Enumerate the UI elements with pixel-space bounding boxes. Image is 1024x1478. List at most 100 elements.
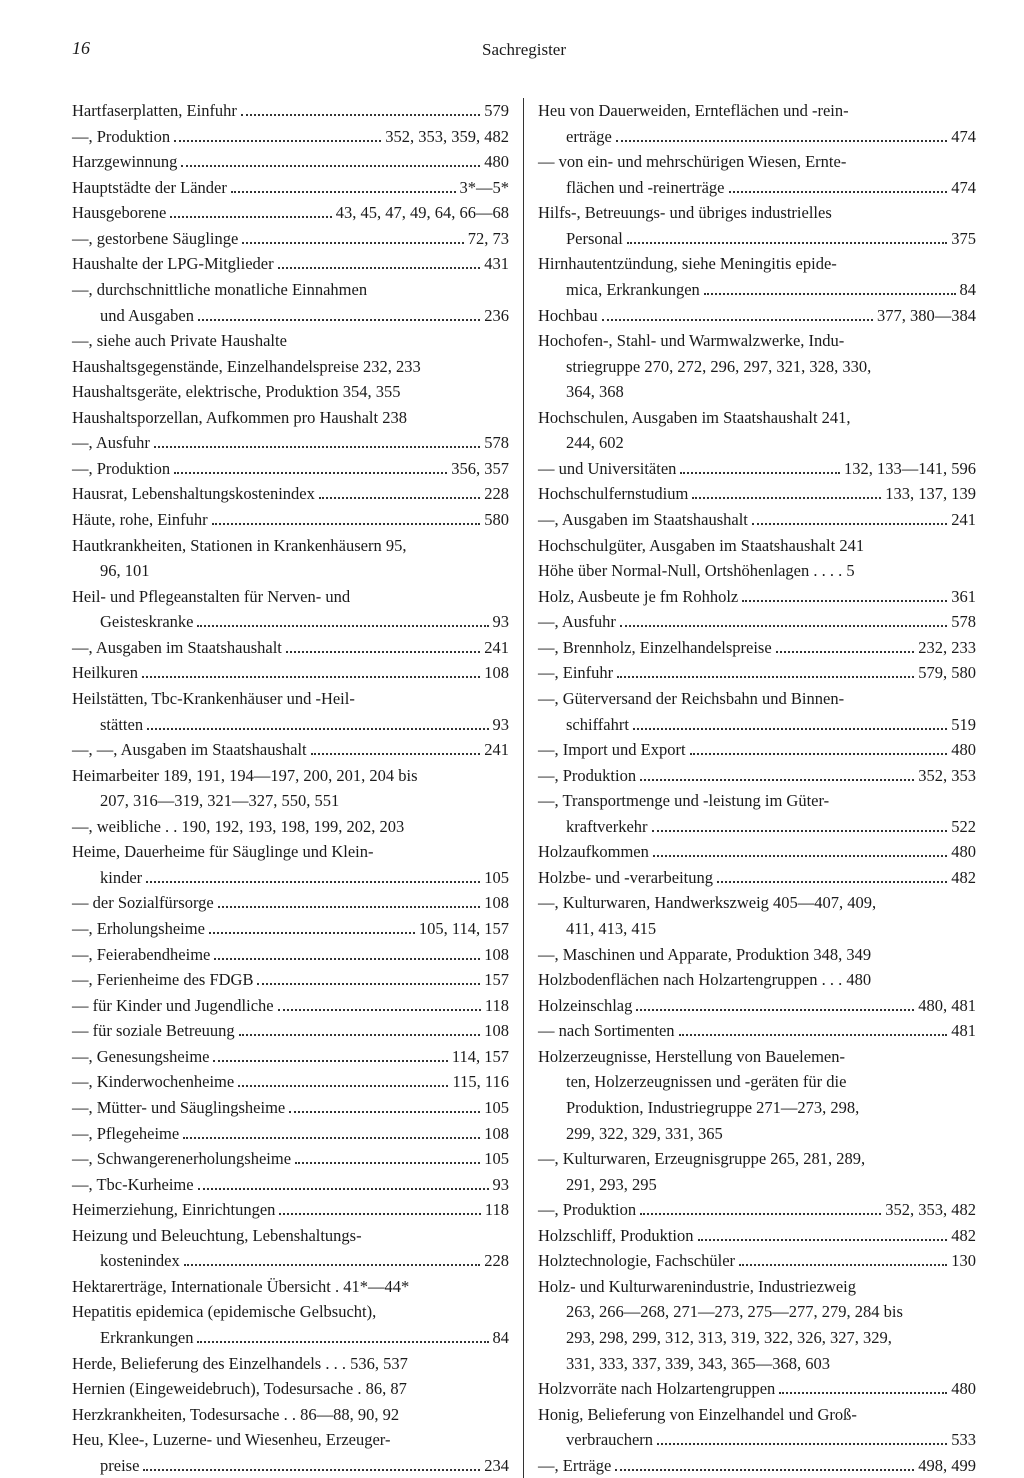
entry-text: — von ein- und mehrschürigen Wiesen, Ern… (538, 149, 846, 175)
leader-dots (640, 1202, 881, 1215)
entry-text: —, Kulturwaren, Erzeugnisgruppe 265, 281… (538, 1146, 865, 1172)
index-entry: Hilfs-, Betreuungs- und übriges industri… (538, 200, 976, 226)
entry-text: Heimerziehung, Einrichtungen (72, 1197, 275, 1223)
index-entry: —, Produktion352, 353, 482 (538, 1197, 976, 1223)
entry-text: Heimarbeiter 189, 191, 194—197, 200, 201… (72, 763, 418, 789)
entry-pages: 241 (951, 507, 976, 533)
leader-dots (739, 1253, 947, 1266)
index-entry: Hektarerträge, Internationale Übersicht … (72, 1274, 509, 1300)
entry-pages: 3*—5* (460, 175, 510, 201)
index-entry: Erkrankungen84 (72, 1325, 509, 1351)
leader-dots (154, 435, 480, 448)
entry-text: —, weibliche . . 190, 192, 193, 198, 199… (72, 814, 404, 840)
index-entry: —, Kulturwaren, Handwerkszweig 405—407, … (538, 890, 976, 916)
index-entry: und Ausgaben236 (72, 303, 509, 329)
leader-dots (652, 819, 948, 832)
entry-text: striegruppe 270, 272, 296, 297, 321, 328… (566, 354, 871, 380)
entry-pages: 108 (484, 660, 509, 686)
entry-pages: 234 (484, 1453, 509, 1478)
entry-text: —, Ausgaben im Staatshaushalt (72, 635, 282, 661)
index-entry: Hochschulgüter, Ausgaben im Staatshausha… (538, 533, 976, 559)
leader-dots (289, 1100, 480, 1113)
index-entry: —, Mütter- und Säuglingsheime105 (72, 1095, 509, 1121)
entry-text: —, Schwangerenerholungsheime (72, 1146, 291, 1172)
entry-text: — für soziale Betreuung (72, 1018, 235, 1044)
entry-text: —, Produktion (72, 124, 170, 150)
index-entry: —, Tbc-Kurheime93 (72, 1172, 509, 1198)
entry-text: —, Erträge (538, 1453, 611, 1478)
entry-text: —, Genesungsheime (72, 1044, 209, 1070)
index-entry: —, Produktion352, 353, 359, 482 (72, 124, 509, 150)
leader-dots (690, 742, 948, 755)
index-entry: —, durchschnittliche monatliche Einnahme… (72, 277, 509, 303)
index-entry: Hochofen-, Stahl- und Warmwalzwerke, Ind… (538, 328, 976, 354)
entry-pages: 375 (951, 226, 976, 252)
entry-text: 299, 322, 329, 331, 365 (566, 1121, 723, 1147)
index-entry: 411, 413, 415 (538, 916, 976, 942)
leader-dots (278, 256, 481, 269)
index-entry: Holzaufkommen480 (538, 839, 976, 865)
entry-text: Hochbau (538, 303, 598, 329)
entry-text: kraftverkehr (566, 814, 648, 840)
entry-text: Harzgewinnung (72, 149, 177, 175)
entry-text: Hilfs-, Betreuungs- und übriges industri… (538, 200, 832, 226)
entry-text: Hausgeborene (72, 200, 166, 226)
leader-dots (616, 128, 947, 141)
index-entry: kraftverkehr522 (538, 814, 976, 840)
leader-dots (197, 614, 488, 627)
leader-dots (242, 231, 463, 244)
entry-text: Holzaufkommen (538, 839, 649, 865)
index-entry: erträge474 (538, 124, 976, 150)
entry-text: —, Ferienheime des FDGB (72, 967, 253, 993)
leader-dots (198, 1176, 489, 1189)
entry-pages: 377, 380—384 (877, 303, 976, 329)
entry-text: Geisteskranke (100, 609, 193, 635)
entry-pages: 105 (484, 1095, 509, 1121)
entry-pages: 108 (484, 890, 509, 916)
entry-pages: 579 (484, 98, 509, 124)
entry-text: Haushaltsgeräte, elektrische, Produktion… (72, 379, 401, 405)
index-entry: 263, 266—268, 271—273, 275—277, 279, 284… (538, 1299, 976, 1325)
leader-dots (181, 154, 480, 167)
index-entry: Holz, Ausbeute je fm Rohholz361 (538, 584, 976, 610)
index-entry: 293, 298, 299, 312, 313, 319, 322, 326, … (538, 1325, 976, 1351)
leader-dots (209, 921, 415, 934)
index-entry: Honig, Belieferung von Einzelhandel und … (538, 1402, 976, 1428)
index-entry: Heilkuren108 (72, 660, 509, 686)
entry-text: Holzbodenflächen nach Holzartengruppen .… (538, 967, 871, 993)
leader-dots (657, 1432, 947, 1445)
index-entry: Heizung und Beleuchtung, Lebenshaltungs- (72, 1223, 509, 1249)
entry-pages: 482 (951, 1223, 976, 1249)
leader-dots (213, 1049, 447, 1062)
index-entry: Hausgeborene43, 45, 47, 49, 64, 66—68 (72, 200, 509, 226)
entry-text: Heilstätten, Tbc-Krankenhäuser und -Heil… (72, 686, 355, 712)
leader-dots (319, 486, 480, 499)
entry-pages: 114, 157 (452, 1044, 509, 1070)
index-entry: Höhe über Normal-Null, Ortshöhenlagen . … (538, 558, 976, 584)
entry-text: —, Ausgaben im Staatshaushalt (538, 507, 748, 533)
leader-dots (147, 716, 488, 729)
left-column: Hartfaserplatten, Einfuhr579—, Produktio… (72, 98, 524, 1478)
index-entry: Hausrat, Lebenshaltungskostenindex228 (72, 481, 509, 507)
index-entry: —, Import und Export480 (538, 737, 976, 763)
entry-text: Honig, Belieferung von Einzelhandel und … (538, 1402, 857, 1428)
index-entry: —, gestorbene Säuglinge72, 73 (72, 226, 509, 252)
leader-dots (627, 231, 947, 244)
leader-dots (779, 1381, 947, 1394)
entry-text: —, Kulturwaren, Handwerkszweig 405—407, … (538, 890, 876, 916)
index-entry: — und Universitäten132, 133—141, 596 (538, 456, 976, 482)
entry-pages: 480, 481 (918, 993, 976, 1019)
index-entry: Geisteskranke93 (72, 609, 509, 635)
index-entry: —, Ausfuhr578 (72, 430, 509, 456)
index-entry: schiffahrt519 (538, 712, 976, 738)
entry-pages: 474 (951, 124, 976, 150)
index-entry: —, siehe auch Private Haushalte (72, 328, 509, 354)
entry-text: —, Transportmenge und -leistung im Güter… (538, 788, 829, 814)
index-entry: striegruppe 270, 272, 296, 297, 321, 328… (538, 354, 976, 380)
entry-text: schiffahrt (566, 712, 629, 738)
leader-dots (602, 307, 873, 320)
index-entry: — der Sozialfürsorge108 (72, 890, 509, 916)
entry-text: 207, 316—319, 321—327, 550, 551 (100, 788, 339, 814)
index-entry: 299, 322, 329, 331, 365 (538, 1121, 976, 1147)
entry-pages: 157 (484, 967, 509, 993)
